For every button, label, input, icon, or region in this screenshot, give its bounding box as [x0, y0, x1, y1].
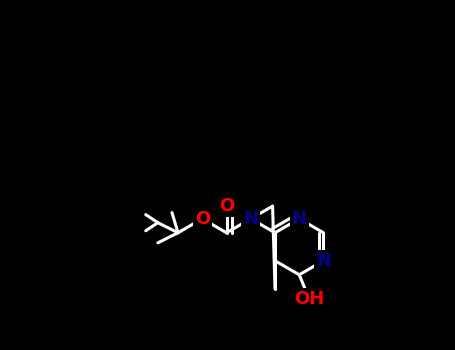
Text: N: N [316, 252, 331, 270]
Text: N: N [243, 210, 258, 228]
Text: O: O [219, 197, 234, 215]
Text: O: O [195, 210, 210, 228]
Text: OH: OH [294, 289, 324, 308]
Text: N: N [292, 210, 307, 228]
